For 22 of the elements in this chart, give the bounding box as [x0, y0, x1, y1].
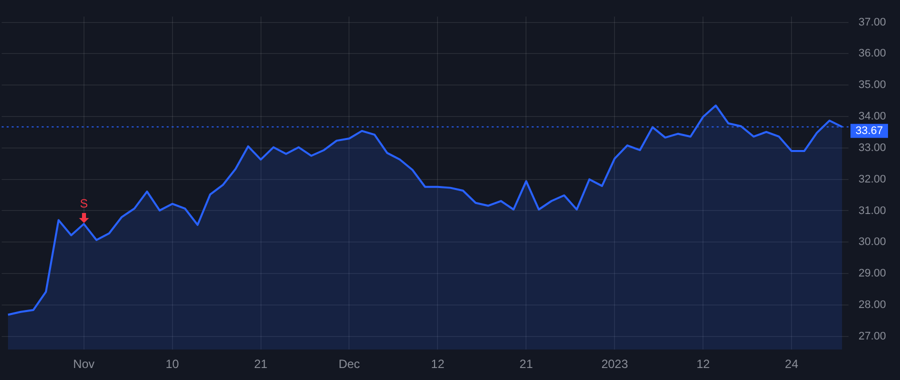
y-tick-label: 36.00	[858, 48, 886, 60]
annotation: S	[80, 196, 88, 210]
y-tick-label: 31.00	[858, 204, 886, 217]
x-tick-label: 12	[696, 357, 710, 372]
x-tick-label: Dec	[338, 357, 360, 372]
y-tick-label: 34.00	[858, 110, 886, 123]
y-tick-label: 30.00	[858, 236, 886, 248]
ref-line-label: 33.67	[855, 124, 884, 137]
x-tick-label: 21	[254, 357, 268, 372]
x-tick-label: 10	[166, 357, 180, 372]
y-tick-label: 35.00	[858, 79, 886, 92]
y-tick-label: 28.00	[858, 299, 886, 312]
x-tick-label: 2023	[601, 357, 628, 372]
x-tick-label: 24	[784, 357, 799, 372]
y-tick-label: 33.00	[858, 142, 886, 154]
x-tick-label: Nov	[73, 357, 95, 372]
y-tick-label: 29.00	[858, 268, 886, 280]
x-tick-label: 12	[431, 357, 445, 372]
y-tick-label: 27.00	[858, 330, 886, 342]
y-tick-label: 37.00	[858, 16, 886, 28]
y-tick-label: 32.00	[858, 173, 886, 186]
x-tick-label: 21	[520, 357, 534, 372]
